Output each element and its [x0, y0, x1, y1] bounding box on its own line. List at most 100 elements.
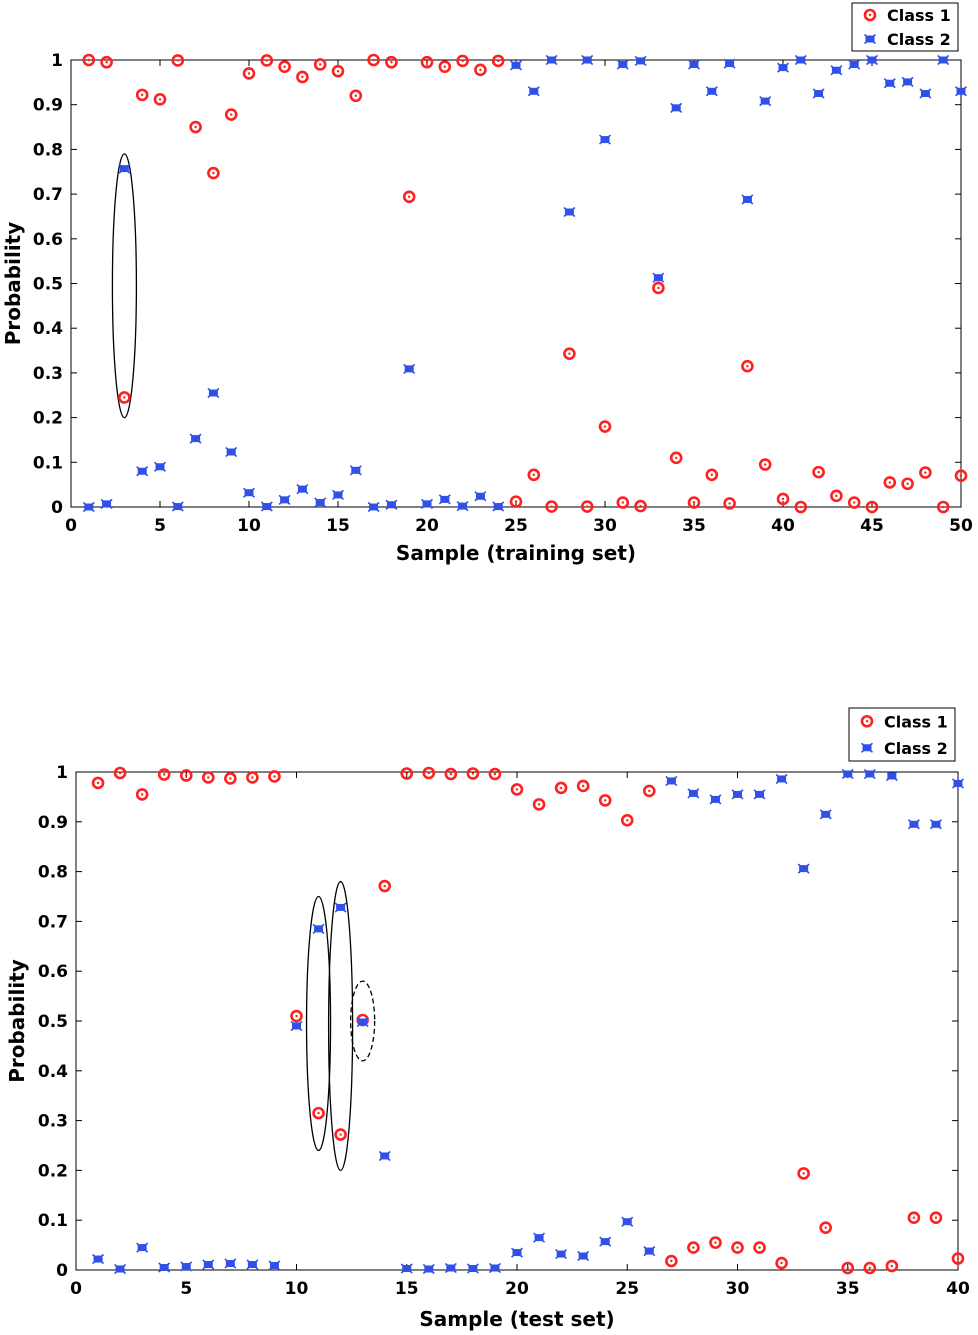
data-point [634, 55, 647, 67]
data-point [665, 1254, 678, 1268]
data-point [687, 1241, 700, 1254]
marker-ring [100, 55, 113, 69]
data-point [402, 190, 416, 204]
data-point [510, 783, 524, 796]
data-point [554, 781, 568, 795]
data-point [598, 794, 612, 807]
marker-center [301, 75, 304, 79]
training-set-chart: 0 5 10 15 20 25 30 35 40 45 50 0 0.1 0.2 0.3 0.4 0.5 0.6 0… [1, 2, 973, 565]
marker-stroke [474, 491, 487, 502]
marker-stroke [438, 494, 451, 505]
marker-ring [812, 465, 825, 479]
marker-center [514, 500, 518, 503]
data-point [246, 771, 259, 784]
x-tick-label: 10 [285, 1279, 309, 1299]
marker-center [865, 720, 869, 723]
series-class-2 [82, 54, 968, 513]
marker-stroke [883, 78, 896, 89]
marker-ring [901, 477, 914, 491]
y-tick-label: 0.5 [33, 275, 63, 295]
marker-center [586, 505, 589, 508]
x-tick-label: 25 [615, 1279, 639, 1299]
marker-center [295, 1014, 298, 1018]
marker-ring [532, 798, 546, 811]
x-tick-label: 45 [860, 516, 884, 536]
y-tick-label: 1 [51, 51, 63, 71]
data-point [367, 53, 380, 67]
data-point [158, 1262, 171, 1273]
x-tick-label: 20 [415, 516, 439, 536]
data-point [652, 272, 665, 283]
legend: Class 1 Class 2 [848, 707, 956, 762]
data-point [527, 86, 540, 97]
y-axis-label: Probability [5, 959, 29, 1083]
marker-ring [466, 767, 480, 780]
marker-ring [929, 1211, 943, 1225]
legend-box [851, 2, 959, 52]
marker-stroke [385, 499, 398, 510]
x-tick-label: 30 [726, 1279, 750, 1299]
marker-center [888, 481, 891, 484]
data-point [312, 923, 325, 934]
marker-ring [665, 1254, 678, 1268]
marker-center [265, 59, 268, 62]
y-tick-label: 0.7 [33, 185, 63, 205]
x-tick-label: 25 [504, 516, 528, 536]
marker-ring [797, 1167, 810, 1180]
data-point [907, 1211, 921, 1225]
marker-center [626, 819, 629, 822]
data-point [919, 88, 932, 99]
data-point [225, 446, 238, 458]
data-point [242, 67, 256, 80]
data-point [533, 1232, 546, 1243]
marker-ring [907, 1211, 921, 1225]
marker-center [283, 65, 286, 68]
marker-stroke [158, 1262, 171, 1273]
marker-center [868, 13, 872, 17]
data-point [403, 363, 416, 374]
data-point [758, 458, 772, 471]
marker-stroke [488, 1262, 501, 1274]
marker-center [835, 494, 838, 498]
marker-ring [224, 772, 237, 785]
data-point [136, 466, 149, 477]
marker-stroke [705, 86, 718, 97]
data-point [420, 55, 434, 69]
marker-center [185, 774, 188, 777]
marker-ring [669, 451, 683, 465]
marker-ring [576, 779, 590, 793]
marker-center [390, 61, 393, 64]
data-point [563, 206, 576, 218]
marker-center [251, 776, 254, 779]
marker-stroke [621, 1216, 634, 1227]
marker-stroke [312, 923, 325, 934]
marker-center [537, 803, 541, 806]
marker-center [799, 505, 802, 509]
marker-ring [616, 496, 630, 509]
marker-stroke [378, 1150, 391, 1162]
data-point [136, 1242, 149, 1253]
marker-ring [456, 54, 469, 68]
data-point [378, 879, 392, 893]
marker-center [780, 1261, 783, 1265]
marker-center [158, 98, 162, 101]
marker-stroke [509, 60, 523, 71]
x-tick-label: 10 [237, 516, 261, 536]
marker-ring [207, 166, 220, 180]
data-point [242, 487, 256, 498]
data-point [598, 134, 612, 145]
data-point [91, 776, 105, 790]
data-point [819, 1221, 833, 1234]
data-point [705, 86, 718, 97]
marker-ring [841, 1261, 855, 1275]
marker-stroke [400, 1263, 413, 1274]
marker-ring [385, 55, 398, 69]
data-point [385, 55, 398, 69]
marker-ring [885, 1259, 899, 1273]
marker-stroke [794, 54, 807, 66]
marker-ring [91, 776, 105, 790]
data-point [260, 54, 274, 67]
data-point [334, 1128, 347, 1141]
data-point [545, 54, 558, 66]
annotation-ellipse [349, 980, 376, 1062]
